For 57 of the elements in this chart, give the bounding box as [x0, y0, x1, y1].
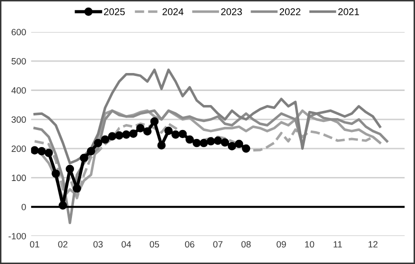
point — [242, 144, 250, 153]
y-tick-label: -100 — [8, 232, 26, 240]
x-tick-label: 09 — [276, 241, 286, 248]
legend-label: 2021 — [338, 8, 359, 16]
point — [38, 147, 46, 156]
point — [206, 137, 215, 146]
legend-label: 2025 — [104, 8, 125, 16]
y-tick-label: 0 — [22, 204, 26, 210]
x-tick-label: 03 — [93, 241, 103, 248]
point — [115, 131, 124, 140]
point — [52, 169, 60, 178]
point — [228, 142, 236, 150]
x-tick-label: 02 — [58, 241, 68, 248]
point — [100, 135, 110, 144]
point — [108, 132, 116, 140]
point — [157, 141, 166, 150]
point — [164, 126, 173, 135]
x-tick-label: 10 — [305, 241, 314, 248]
point — [72, 184, 82, 193]
point — [136, 124, 145, 132]
x-tick-label: 08 — [241, 241, 251, 248]
point — [150, 117, 159, 126]
legend-label: 2024 — [162, 8, 184, 16]
y-tick-label: 600 — [12, 28, 26, 36]
point — [192, 138, 201, 148]
y-tick-label: 500 — [12, 58, 26, 64]
point — [220, 138, 230, 147]
legend-label: 2023 — [221, 8, 242, 16]
x-tick-label: 05 — [150, 241, 160, 248]
point — [200, 138, 208, 148]
point — [234, 140, 244, 148]
point — [94, 138, 102, 148]
point — [66, 164, 74, 174]
point — [178, 130, 187, 138]
x-tick-label: 01 — [30, 241, 40, 248]
line-series — [33, 68, 382, 164]
x-tick-label: 04 — [122, 241, 132, 248]
x-tick-label: 06 — [185, 241, 194, 248]
x-tick-label: 12 — [368, 241, 378, 248]
point — [122, 130, 130, 139]
y-tick-label: 200 — [12, 146, 26, 152]
point — [171, 130, 180, 139]
point — [86, 147, 96, 156]
point — [80, 154, 88, 162]
point — [58, 201, 68, 210]
y-tick-label: 100 — [12, 174, 26, 182]
point — [143, 127, 152, 136]
point — [214, 136, 222, 145]
point — [186, 135, 194, 144]
x-tick-label: 07 — [213, 241, 222, 248]
legend-label: 2022 — [280, 8, 300, 16]
y-tick-label: 400 — [11, 87, 26, 94]
point — [129, 130, 138, 138]
y-tick-label: 300 — [12, 116, 26, 123]
point — [44, 148, 53, 158]
point — [31, 146, 39, 154]
x-tick-label: 11 — [334, 241, 342, 248]
